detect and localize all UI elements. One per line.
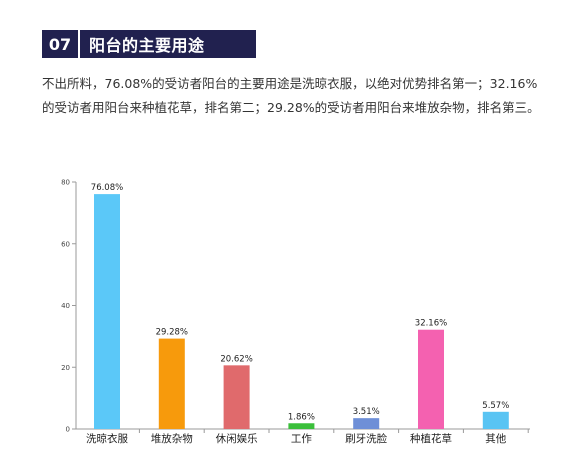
y-tick-label: 60 <box>61 240 70 248</box>
section-banner: 07 阳台的主要用途 <box>42 30 256 58</box>
data-label: 5.57% <box>482 401 509 411</box>
bar <box>158 338 185 429</box>
data-label: 3.51% <box>353 407 380 417</box>
category-label: 工作 <box>291 433 312 445</box>
section-title: 阳台的主要用途 <box>89 36 205 55</box>
bar <box>353 418 380 429</box>
category-label: 种植花草 <box>410 432 452 445</box>
bar <box>418 329 444 429</box>
y-tick-label: 20 <box>61 364 70 372</box>
summary-paragraph: 不出所料，76.08%的受访者阳台的主要用途是洗晾衣服，以绝对优势排名第一；32… <box>42 76 540 115</box>
bar <box>94 194 120 429</box>
category-label: 其他 <box>485 432 506 445</box>
y-tick-label: 40 <box>61 302 70 310</box>
bar <box>482 411 509 429</box>
category-label: 休闲娱乐 <box>216 432 258 445</box>
category-label: 洗晾衣服 <box>86 432 128 445</box>
bar <box>223 365 250 429</box>
data-label: 76.08% <box>91 183 123 193</box>
data-label: 1.86% <box>288 412 315 422</box>
section-number: 07 <box>42 30 80 58</box>
bar <box>288 423 315 429</box>
data-label: 29.28% <box>156 328 188 338</box>
y-tick-label: 0 <box>66 426 70 434</box>
data-label: 20.62% <box>220 354 252 364</box>
category-label: 刷牙洗脸 <box>345 432 387 445</box>
category-label: 堆放杂物 <box>151 432 193 445</box>
data-label: 32.16% <box>415 319 447 329</box>
y-tick-label: 80 <box>61 179 70 187</box>
